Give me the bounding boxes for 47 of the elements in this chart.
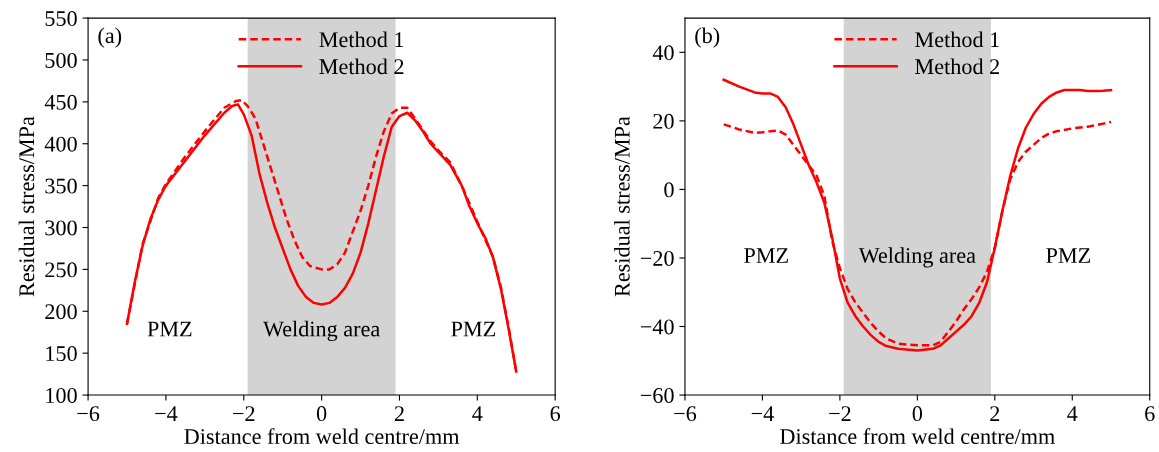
- legend-label: Method 2: [319, 58, 404, 75]
- annotation: PMZ: [1046, 248, 1091, 263]
- x-tick-label: 2: [990, 406, 1000, 421]
- y-tick-label: 200: [45, 304, 77, 320]
- y-tick-label: 500: [45, 52, 77, 68]
- x-tick-label: 2: [394, 406, 404, 421]
- x-axis-title: Distance from weld centre/mm: [184, 428, 460, 445]
- y-tick-label: 300: [45, 220, 77, 236]
- y-tick-label: 20: [653, 113, 674, 129]
- y-axis-title: Residual stress/MPa: [614, 116, 630, 297]
- y-tick-label: 550: [45, 11, 77, 27]
- y-tick-label: 40: [652, 45, 674, 61]
- x-tick-label: 4: [472, 406, 483, 421]
- x-tick-label: 6: [1145, 406, 1155, 422]
- x-tick-label: −6: [674, 406, 697, 422]
- annotation: PMZ: [451, 321, 496, 337]
- y-tick-label: 250: [45, 262, 77, 278]
- y-tick-label: 100: [46, 387, 77, 403]
- legend-label: Method 1: [319, 31, 404, 48]
- y-tick-label: −20: [640, 250, 674, 266]
- y-tick-label: 450: [44, 94, 77, 110]
- legend-label: Method 1: [915, 31, 999, 48]
- y-tick-label: 150: [46, 346, 77, 362]
- x-tick-label: −2: [233, 406, 255, 421]
- y-tick-label: 0: [664, 182, 674, 198]
- x-tick-label: −4: [155, 406, 178, 421]
- x-tick-label: 0: [316, 406, 327, 422]
- y-tick-label: −60: [640, 387, 674, 403]
- x-tick-label: 0: [912, 406, 923, 422]
- y-tick-label: 350: [45, 178, 77, 194]
- annotation: PMZ: [744, 248, 788, 263]
- x-axis-title: Distance from weld centre/mm: [780, 428, 1055, 445]
- legend-label: Method 2: [915, 58, 1000, 75]
- annotation: (a): [98, 27, 122, 48]
- annotation: PMZ: [147, 321, 192, 337]
- x-tick-label: −2: [829, 406, 851, 421]
- band-label: Welding area: [858, 247, 976, 268]
- y-tick-label: −40: [640, 319, 674, 335]
- band-label: Welding area: [263, 320, 380, 342]
- y-tick-label: 400: [44, 136, 77, 152]
- x-tick-label: 6: [550, 406, 561, 422]
- x-tick-label: 4: [1067, 406, 1078, 421]
- y-axis-title: Residual stress/MPa: [18, 116, 35, 297]
- x-tick-label: −6: [77, 406, 100, 422]
- annotation: (b): [695, 27, 720, 48]
- line-series: [722, 78, 1113, 352]
- x-tick-label: −4: [751, 406, 774, 421]
